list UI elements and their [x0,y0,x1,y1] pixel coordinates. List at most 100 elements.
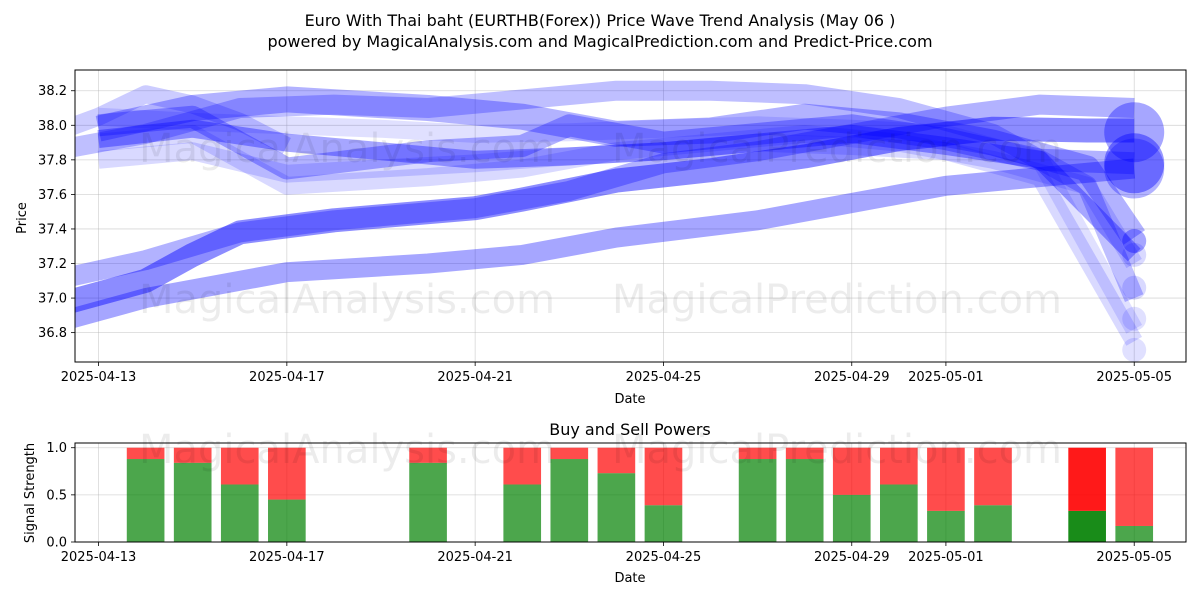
sell-bar [550,447,589,460]
buy-bar [832,494,871,542]
x-tick-label: 2025-04-29 [814,370,890,385]
buy-bar [503,484,542,542]
x-tick-label: 2025-04-17 [249,370,325,385]
sell-bar [832,447,871,495]
sell-bar [880,447,918,485]
price-chart-series [75,80,1165,362]
y-tick-label: 37.8 [38,153,67,168]
wave-line-4 [95,86,1145,245]
x-tick-label: 2025-05-05 [1096,550,1172,565]
wave-line-8 [97,133,1143,346]
sell-bar [974,447,1012,506]
x-tick-label: 2025-04-25 [626,370,702,385]
end-marker-4 [1122,229,1147,254]
watermark-bottom-left: MagicalAnalysis.com [139,427,555,473]
buy-sell-chart-title: Buy and Sell Powers [549,420,711,439]
y-tick-label: 1.0 [46,441,67,456]
x-tick-label: 2025-05-01 [908,370,984,385]
y-tick-label: 36.8 [38,326,67,341]
price-chart-frame [74,69,1187,363]
x-tick-label: 2025-04-13 [61,370,137,385]
sell-bar [220,447,259,485]
price-chart-plot-area [75,70,1186,362]
watermark-mid-left: MagicalAnalysis.com [139,277,555,323]
wave-line-2 [75,94,1135,286]
wave-line-7 [75,80,1144,302]
sell-bar [644,447,683,506]
x-tick-label: 2025-04-13 [61,550,137,565]
sell-bar [597,447,636,474]
y-tick-label: 38.2 [38,84,67,99]
y-tick-label: 37.4 [38,222,67,237]
y-tick-label: 37.2 [38,257,67,272]
buy-sell-power-chart: Buy and Sell Powers MagicalAnalysis.com … [23,420,1187,586]
buy-sell-frame [74,442,1187,543]
wave-line-3 [75,158,1136,328]
price-chart-ticks: 2025-04-13 2025-04-17 2025-04-21 2025-04-25… [38,84,1172,385]
sell-bar [268,447,306,500]
buy-bar [974,505,1012,542]
sell-bar [927,447,965,511]
end-marker-5 [1122,242,1147,267]
sell-bar [1068,447,1106,511]
sell-bar [785,447,824,460]
x-tick-label: 2025-04-21 [437,550,513,565]
buy-bar [927,510,965,542]
buy-bar [597,473,636,542]
y-tick-label: 37.6 [38,188,67,203]
buy-bar [268,499,306,542]
buy-sell-x-label: Date [614,571,645,586]
price-chart-grid [75,70,1186,362]
sell-bar [1115,447,1154,526]
buy-bar [644,505,683,542]
x-tick-label: 2025-05-05 [1096,370,1172,385]
x-tick-label: 2025-04-29 [814,550,890,565]
buy-bar [220,484,259,542]
price-chart-y-label: Price [15,202,30,234]
sell-bar [409,447,447,463]
buy-bar [738,459,777,542]
x-tick-label: 2025-04-25 [626,550,702,565]
watermark-top-left: MagicalAnalysis.com [139,126,555,172]
end-marker-1 [1104,102,1165,163]
buy-bar [126,459,165,542]
buy-bar [1115,525,1154,542]
y-tick-label: 38.0 [38,119,67,134]
buy-bar [550,459,589,542]
end-marker-3 [1104,138,1165,199]
y-tick-label: 37.0 [38,292,67,307]
wave-line-1 [75,116,1135,313]
buy-bar [173,462,212,542]
x-tick-label: 2025-04-21 [437,370,513,385]
wave-line-5 [97,105,1135,180]
end-marker-6 [1122,275,1147,300]
buy-sell-y-label: Signal Strength [23,443,38,543]
buy-bar [1068,510,1106,542]
end-marker-8 [1122,337,1147,362]
watermark-bottom-right: MagicalPrediction.com [612,427,1062,473]
chart-title-line2: powered by MagicalAnalysis.com and Magic… [267,32,932,51]
sell-bar [738,447,777,460]
wave-line-6 [97,119,1141,262]
x-tick-label: 2025-04-17 [249,550,325,565]
end-marker-2 [1104,133,1165,194]
end-marker-7 [1122,306,1147,331]
sell-bar [173,447,212,463]
wave-line-10 [98,107,1143,334]
wave-line-11 [75,85,291,155]
price-chart-x-label: Date [614,392,645,407]
buy-sell-bars [126,447,1154,542]
price-wave-chart: MagicalAnalysis.com MagicalPrediction.co… [15,69,1187,407]
buy-sell-ticks: 2025-04-13 2025-04-17 2025-04-21 2025-04-25… [46,441,1172,565]
x-tick-label: 2025-05-01 [908,550,984,565]
watermark-top-right: MagicalPrediction.com [612,126,1062,172]
y-tick-label: 0.5 [46,488,67,503]
sell-bar [126,447,165,460]
y-tick-label: 0.0 [46,536,67,551]
chart-title-line1: Euro With Thai baht (EURTHB(Forex)) Pric… [305,11,896,30]
watermark-mid-right: MagicalPrediction.com [612,277,1062,323]
sell-bar [503,447,542,485]
wave-line-9 [97,124,1142,269]
buy-bar [409,462,447,542]
